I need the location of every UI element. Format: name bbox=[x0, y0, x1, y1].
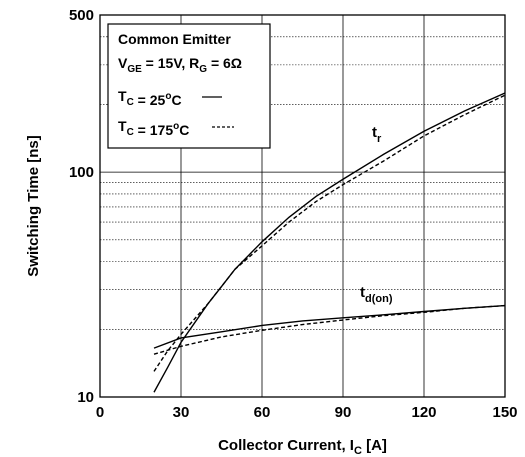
series-line-r-25c bbox=[153, 92, 506, 393]
y-axis-title: Switching Time [ns] bbox=[25, 135, 42, 276]
x-tick-label: 60 bbox=[254, 404, 271, 421]
tick-labels: 0 30 60 90 120 150 10 100 500 bbox=[69, 7, 518, 421]
legend-box: Common Emitter VGE = 15V, RG = 6Ω TC = 2… bbox=[107, 23, 271, 149]
legend-frame bbox=[107, 23, 271, 149]
series-label-td-on: td(on) bbox=[360, 284, 393, 305]
series-line-don-25c bbox=[153, 304, 506, 349]
legend-line-mode: Common Emitter bbox=[118, 31, 231, 47]
y-tick-label: 500 bbox=[69, 7, 94, 24]
series-line-don-175c bbox=[153, 304, 506, 355]
x-tick-label: 90 bbox=[335, 404, 352, 421]
x-tick-label: 0 bbox=[96, 404, 104, 421]
series-line-r-175c bbox=[153, 94, 506, 372]
series-label-tr: tr bbox=[372, 124, 382, 145]
plot-frame bbox=[99, 14, 506, 398]
legend-line-conditions: VGE = 15V, RG = 6Ω bbox=[118, 55, 242, 75]
x-tick-label: 30 bbox=[173, 404, 190, 421]
y-tick-label: 10 bbox=[77, 389, 94, 406]
x-axis-title: Collector Current, IC [A] bbox=[218, 437, 387, 457]
grid bbox=[100, 15, 505, 397]
legend-entry-175c: TC = 175oC bbox=[118, 118, 189, 138]
y-tick-label: 100 bbox=[69, 164, 94, 181]
x-tick-label: 150 bbox=[492, 404, 517, 421]
series-lines bbox=[153, 92, 506, 393]
x-tick-label: 120 bbox=[411, 404, 436, 421]
legend-entry-25c: TC = 25oC bbox=[118, 88, 182, 108]
